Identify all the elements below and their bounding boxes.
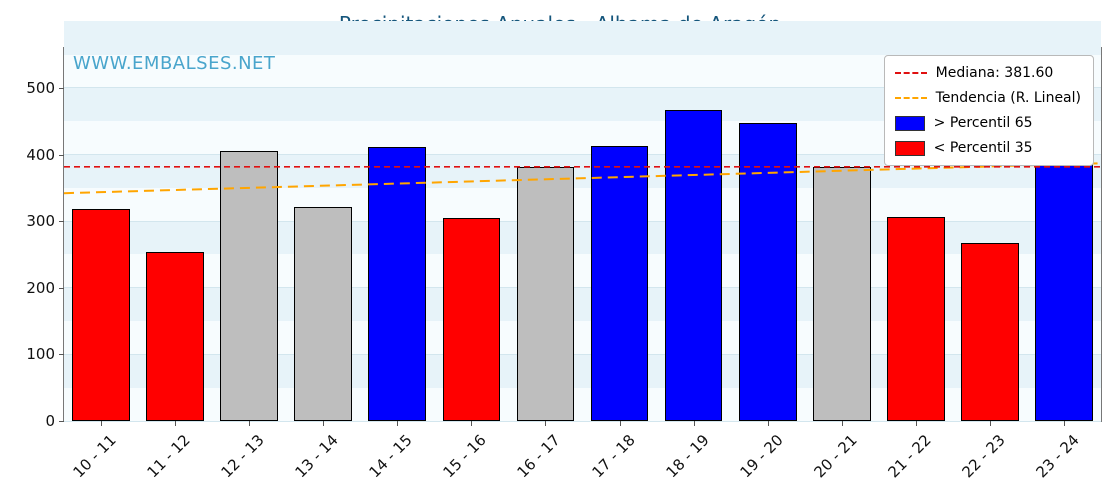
y-tick-label: 300 xyxy=(26,212,55,231)
y-tick-mark xyxy=(59,354,64,356)
bar xyxy=(442,217,501,421)
y-tick-mark xyxy=(59,87,64,89)
bar xyxy=(368,147,427,421)
watermark: WWW.EMBALSES.NET xyxy=(73,53,276,74)
legend-item-trend: Tendencia (R. Lineal) xyxy=(894,90,1081,106)
x-tick-mark xyxy=(693,421,695,426)
bar xyxy=(664,109,723,421)
red-patch-swatch xyxy=(894,140,925,156)
y-tick-mark xyxy=(59,421,64,422)
y-tick-label: 500 xyxy=(26,78,55,97)
bar xyxy=(1035,147,1093,421)
y-tick-mark xyxy=(59,287,64,289)
x-tick-mark xyxy=(841,421,843,426)
x-tick-label: 19 - 20 xyxy=(736,431,787,482)
chart-title: Precipitaciones Anuales - Alhama de Arag… xyxy=(338,12,782,36)
legend-item-median: Mediana: 381.60 xyxy=(894,65,1081,81)
x-tick-label: 21 - 22 xyxy=(884,431,935,482)
bar xyxy=(812,166,871,421)
x-tick-mark xyxy=(619,421,621,426)
legend-label: Tendencia (R. Lineal) xyxy=(935,90,1081,106)
x-tick-label: 10 - 11 xyxy=(69,431,120,482)
x-tick-label: 11 - 12 xyxy=(143,431,194,482)
median-dashed-line-swatch xyxy=(894,72,927,74)
legend: Mediana: 381.60 Tendencia (R. Lineal) > … xyxy=(883,55,1094,166)
bar xyxy=(738,122,797,421)
x-tick-mark xyxy=(175,421,177,426)
legend-item-above-percentile: > Percentil 65 xyxy=(894,115,1081,131)
y-tick-label: 0 xyxy=(45,412,55,430)
x-tick-mark xyxy=(767,421,769,426)
y-tick-label: 400 xyxy=(26,145,55,164)
bar xyxy=(516,166,575,421)
y-tick-mark xyxy=(59,221,64,223)
legend-item-below-percentile: < Percentil 35 xyxy=(894,140,1081,156)
x-tick-label: 18 - 19 xyxy=(662,431,713,482)
x-tick-mark xyxy=(249,421,251,426)
bar xyxy=(294,207,353,421)
x-tick-label: 14 - 15 xyxy=(365,431,417,482)
x-tick-mark xyxy=(989,421,991,426)
legend-label: Mediana: 381.60 xyxy=(935,65,1054,81)
x-tick-mark xyxy=(915,421,917,426)
x-tick-mark xyxy=(397,421,399,426)
blue-patch-swatch xyxy=(894,115,925,131)
x-tick-label: 16 - 17 xyxy=(513,431,565,482)
x-tick-mark xyxy=(101,421,103,426)
legend-label: < Percentil 35 xyxy=(933,140,1033,156)
legend-label: > Percentil 65 xyxy=(933,115,1033,131)
bar xyxy=(961,242,1019,421)
x-tick-mark xyxy=(1063,421,1065,426)
bar xyxy=(220,151,279,421)
x-tick-label: 23 - 24 xyxy=(1032,431,1083,482)
bar xyxy=(146,251,204,421)
x-tick-label: 17 - 18 xyxy=(587,431,639,482)
x-tick-label: 15 - 16 xyxy=(439,431,491,482)
x-tick-label: 13 - 14 xyxy=(291,431,342,482)
trend-dashed-line-swatch xyxy=(894,97,927,99)
x-tick-label: 22 - 23 xyxy=(958,431,1009,482)
x-tick-label: 20 - 21 xyxy=(810,431,861,482)
x-tick-mark xyxy=(323,421,325,426)
bar xyxy=(590,145,649,421)
x-tick-label: 12 - 13 xyxy=(217,431,268,482)
x-tick-mark xyxy=(471,421,473,426)
x-tick-mark xyxy=(545,421,547,426)
y-tick-label: 200 xyxy=(26,278,55,297)
y-tick-mark xyxy=(59,154,64,156)
bar xyxy=(72,209,130,421)
y-tick-label: 100 xyxy=(26,345,55,364)
plot-area: WWW.EMBALSES.NET Mediana: 381.60 Tendenc… xyxy=(26,21,1102,481)
bar xyxy=(886,217,945,421)
